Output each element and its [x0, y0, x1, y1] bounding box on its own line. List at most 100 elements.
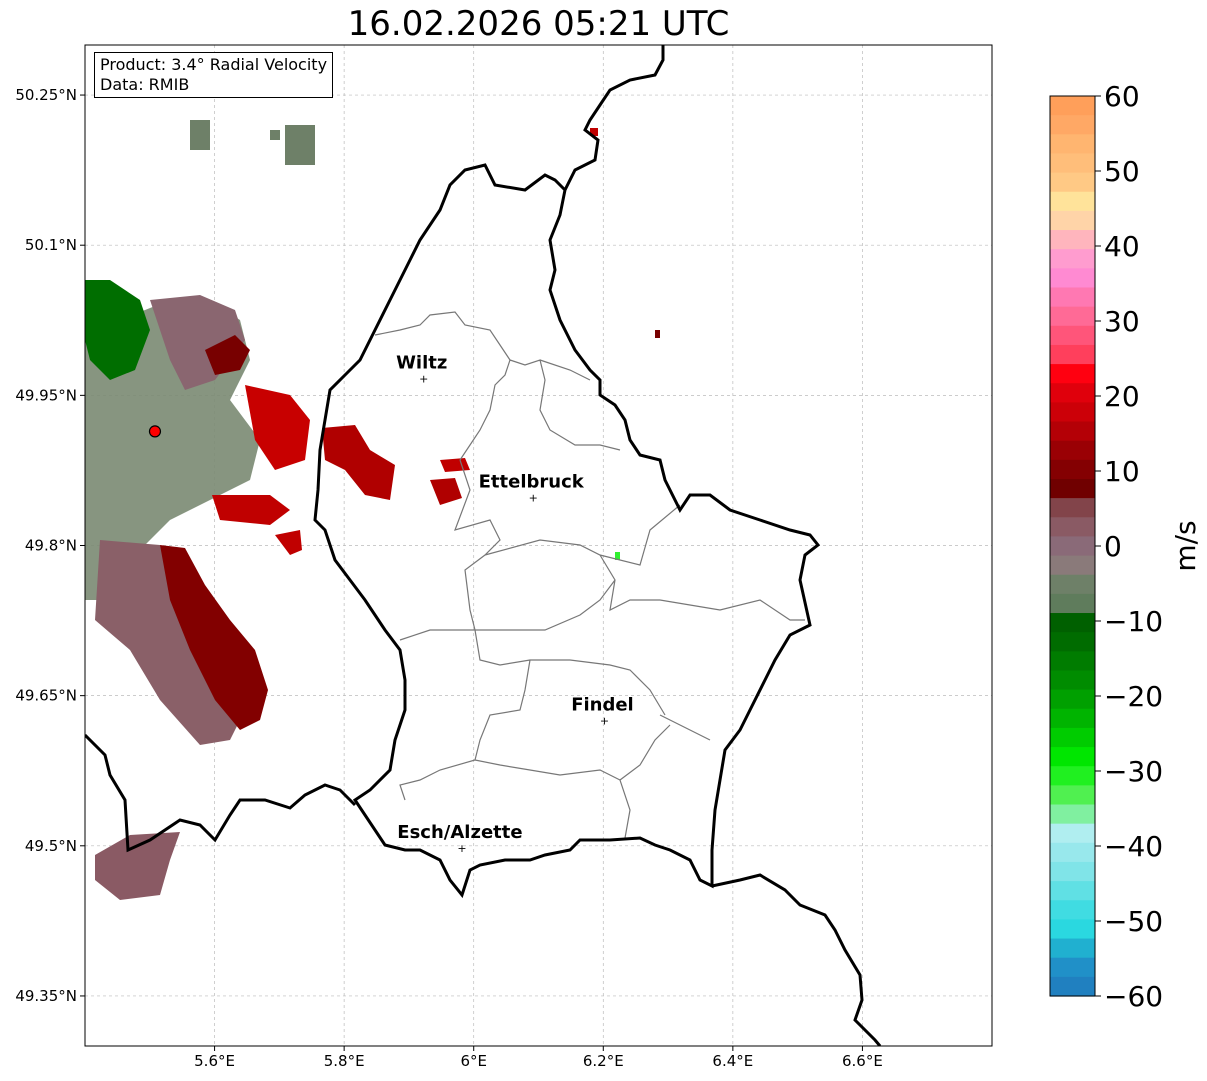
- colorbar-segment: [1050, 344, 1095, 365]
- colorbar-segment: [1050, 115, 1095, 135]
- lat-tick-label: 50.1°N: [25, 236, 77, 254]
- echo-green-north: [85, 280, 150, 380]
- lon-tick-label: 6°E: [460, 1052, 487, 1070]
- lat-tick-label: 49.8°N: [25, 537, 77, 555]
- colorbar-segment: [1050, 938, 1095, 959]
- echo-darkred-ne: [205, 335, 250, 375]
- colorbar-segment: [1050, 881, 1095, 901]
- country-border-de-fr: [711, 873, 882, 1046]
- colorbar: 60 50 40 30 20 10 0 −10 −20 −30 −40 −50 −60: [1049, 80, 1163, 1013]
- colorbar-segment: [1050, 842, 1095, 863]
- echo-red-cluster-3: [322, 425, 395, 500]
- echo-red-cluster-5: [440, 458, 470, 472]
- colorbar-tick-label: −20: [1104, 680, 1163, 713]
- colorbar-segment: [1050, 421, 1095, 442]
- axis-ticks: 5.6°E 5.8°E 6°E 6.2°E 6.4°E 6.6°E 50.25°N 50.1°…: [15, 86, 883, 1070]
- data-source-label: Data: RMIB: [100, 75, 190, 94]
- colorbar-segment: [1050, 976, 1095, 997]
- colorbar-segment: [1050, 364, 1095, 384]
- colorbar-segment: [1050, 555, 1095, 576]
- colorbar-segment: [1050, 785, 1095, 806]
- radar-echoes: [85, 120, 660, 900]
- city-labels: +Wiltz+Ettelbruck+Findel+Esch/Alzette: [396, 352, 634, 854]
- echo-green-small: [615, 552, 620, 560]
- echo-mauve-south: [95, 540, 250, 745]
- colorbar-segment: [1050, 823, 1095, 844]
- echo-darkred-south: [160, 545, 268, 730]
- colorbar-segment: [1050, 919, 1095, 940]
- colorbar-tick-label: −60: [1104, 980, 1163, 1013]
- colorbar-segment: [1050, 325, 1095, 346]
- figure-title: 16.02.2026 05:21 UTC: [347, 4, 730, 44]
- colorbar-segment: [1050, 249, 1095, 269]
- city-marker-icon: +: [419, 372, 428, 385]
- lon-tick-label: 5.8°E: [324, 1052, 365, 1070]
- colorbar-segment: [1050, 574, 1095, 595]
- lat-tick-label: 50.25°N: [15, 86, 77, 104]
- colorbar-segment: [1050, 306, 1095, 327]
- colorbar-tick-label: 40: [1104, 230, 1140, 263]
- colorbar-segment: [1050, 670, 1095, 691]
- colorbar-segment: [1050, 440, 1095, 461]
- colorbar-tick-label: −30: [1104, 755, 1163, 788]
- city-label: Wiltz: [396, 352, 447, 373]
- colorbar-tick-label: −50: [1104, 905, 1163, 938]
- city-marker-icon: +: [457, 842, 466, 855]
- product-label: Product: 3.4° Radial Velocity: [100, 55, 328, 74]
- colorbar-segment: [1050, 727, 1095, 748]
- colorbar-segment: [1050, 747, 1095, 767]
- colorbar-segment: [1050, 708, 1095, 729]
- echo-red-cluster-2: [212, 495, 290, 525]
- lon-tick-label: 6.6°E: [842, 1052, 883, 1070]
- colorbar-segment: [1050, 268, 1095, 289]
- colorbar-segment: [1050, 900, 1095, 921]
- colorbar-segment: [1050, 861, 1095, 882]
- colorbar-tick-label: −40: [1104, 830, 1163, 863]
- colorbar-segment: [1050, 651, 1095, 672]
- echo-red-cluster-1: [245, 385, 310, 470]
- colorbar-segment: [1050, 134, 1095, 155]
- lon-tick-label: 6.2°E: [583, 1052, 624, 1070]
- colorbar-segment: [1050, 191, 1095, 212]
- city-label: Findel: [571, 695, 634, 716]
- colorbar-segment: [1050, 172, 1095, 193]
- colorbar-segment: [1050, 517, 1095, 538]
- lat-tick-label: 49.35°N: [15, 987, 77, 1005]
- lat-tick-label: 49.95°N: [15, 386, 77, 404]
- echo-red-small: [590, 128, 598, 136]
- colorbar-segment: [1050, 593, 1095, 614]
- colorbar-tick-label: 60: [1104, 80, 1140, 113]
- colorbar-segment: [1050, 957, 1095, 978]
- colorbar-tick-label: 10: [1104, 455, 1140, 488]
- colorbar-segment: [1050, 383, 1095, 403]
- colorbar-segment: [1050, 459, 1095, 480]
- country-border-luxembourg: [313, 45, 821, 899]
- colorbar-segment: [1050, 536, 1095, 557]
- city-label: Ettelbruck: [479, 471, 585, 492]
- boundaries: [85, 45, 882, 1046]
- lon-tick-label: 5.6°E: [194, 1052, 235, 1070]
- radar-site-marker-icon: [148, 425, 162, 438]
- lon-tick-label: 6.4°E: [712, 1052, 753, 1070]
- colorbar-segment: [1050, 230, 1095, 250]
- country-border-be-fr: [85, 733, 357, 853]
- city-marker-icon: +: [529, 491, 538, 504]
- colorbar-tick-label: −10: [1104, 605, 1163, 638]
- gridlines: [85, 45, 992, 1046]
- colorbar-tick-label: 0: [1104, 530, 1122, 563]
- city-label: Esch/Alzette: [397, 822, 522, 843]
- radar-site: [148, 425, 162, 438]
- colorbar-segment: [1050, 613, 1095, 633]
- colorbar-tick-label: 30: [1104, 305, 1140, 338]
- lat-tick-label: 49.65°N: [15, 687, 77, 705]
- colorbar-label: m/s: [1169, 520, 1202, 571]
- colorbar-segment: [1050, 766, 1095, 786]
- colorbar-segment: [1050, 153, 1095, 174]
- colorbar-segment: [1050, 478, 1095, 499]
- colorbar-segment: [1050, 287, 1095, 308]
- district-boundaries: [374, 311, 805, 839]
- colorbar-segment: [1050, 96, 1095, 116]
- echo-darkred-small: [655, 330, 660, 338]
- lat-tick-label: 49.5°N: [25, 837, 77, 855]
